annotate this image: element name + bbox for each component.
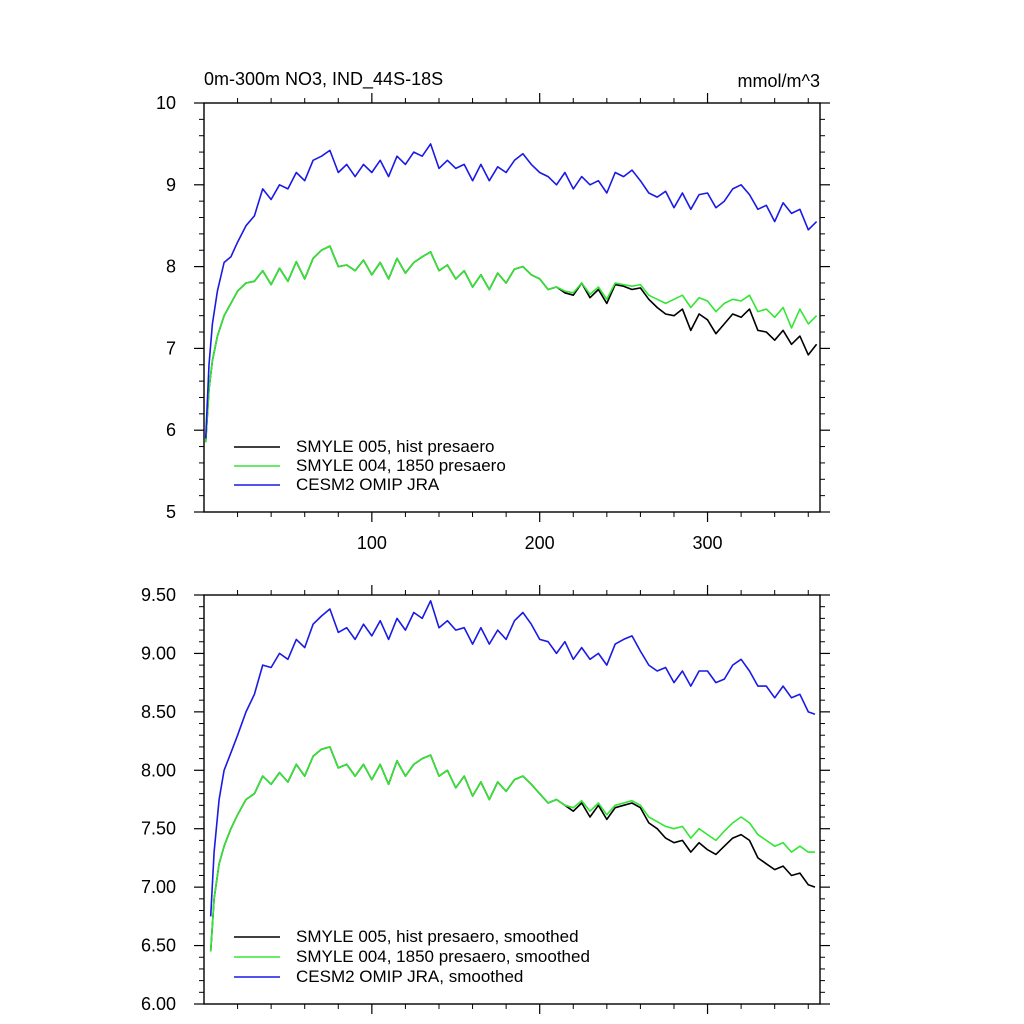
plot-frame <box>203 102 821 513</box>
series-line-1 <box>209 746 816 952</box>
legend-label: CESM2 OMIP JRA, smoothed <box>296 967 523 986</box>
legend-label: SMYLE 005, hist presaero <box>296 437 494 456</box>
legend-label: SMYLE 004, 1850 presaero, smoothed <box>296 947 590 966</box>
x-tick-label: 200 <box>525 533 555 553</box>
bottom-chart-panel: 6.00 6.50 7.00 7.50 8.00 8.50 9.00 9.50 SMYLE 00… <box>141 585 830 1014</box>
y-tick-label: 8 <box>166 257 176 277</box>
y-tick-label: 6.00 <box>141 994 176 1014</box>
y-tick-label: 7.00 <box>141 877 176 897</box>
units-label: mmol/m^3 <box>738 71 820 91</box>
x-tick-label: 300 <box>693 533 723 553</box>
x-tick-label: 100 <box>357 533 387 553</box>
y-tick-label: 9.50 <box>141 585 176 605</box>
series-line-3 <box>209 600 816 917</box>
series-line-2 <box>204 245 818 443</box>
y-tick-label: 8.50 <box>141 702 176 722</box>
y-tick-label: 7.50 <box>141 819 176 839</box>
y-tick-label: 5 <box>166 502 176 522</box>
series-line-2 <box>209 746 815 952</box>
y-tick-label: 8.00 <box>141 760 176 780</box>
bottom-plot-area: 6.00 6.50 7.00 7.50 8.00 8.50 9.00 9.50 SMYLE 00… <box>141 585 830 1014</box>
legend-label: SMYLE 004, 1850 presaero <box>296 456 506 475</box>
top-plot-area: 5 6 7 8 9 10 100 200 300 SMYLE 005, hist presaero… <box>156 93 830 553</box>
y-tick-label: 9 <box>166 175 176 195</box>
y-tick-label: 6.50 <box>141 936 176 956</box>
top-chart-panel: 0m-300m NO3, IND_44S-18S mmol/m^3 5 6 7 8 9 1… <box>156 69 830 553</box>
plot-frame <box>203 594 821 1005</box>
chart-title: 0m-300m NO3, IND_44S-18S <box>204 69 443 90</box>
y-tick-label: 6 <box>166 420 176 440</box>
y-tick-label: 9.00 <box>141 643 176 663</box>
legend-label: CESM2 OMIP JRA <box>296 475 440 494</box>
y-tick-label: 7 <box>166 338 176 358</box>
legend-label: SMYLE 005, hist presaero, smoothed <box>296 927 579 946</box>
y-tick-label: 10 <box>156 93 176 113</box>
series-line-3 <box>204 143 818 439</box>
